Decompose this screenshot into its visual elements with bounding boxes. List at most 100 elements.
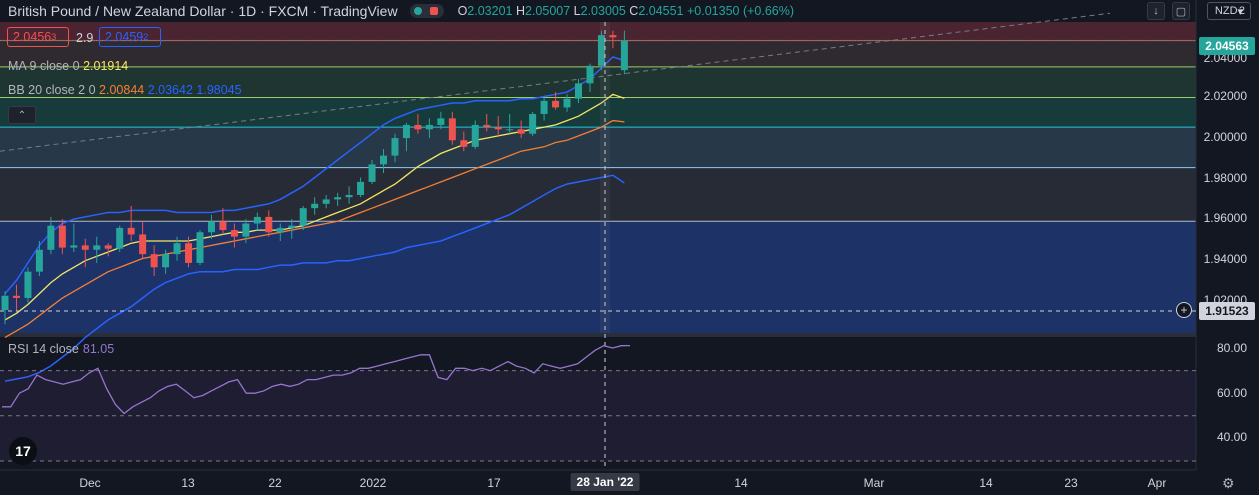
time-label: 2022: [359, 476, 387, 490]
candle-body: [299, 208, 307, 226]
candle-body: [1, 295, 9, 311]
rsi-label: 80.00: [1216, 341, 1247, 355]
price-zone: [0, 97, 1196, 128]
ohlc-values: O2.03201 H2.05007 L2.03005 C2.04551 +0.0…: [457, 4, 795, 18]
rsi-label: 60.00: [1216, 386, 1247, 400]
candle-body: [173, 243, 181, 255]
symbol-title[interactable]: British Pound / New Zealand Dollar · 1D …: [8, 3, 398, 19]
sell-button[interactable]: 2.0456 3: [7, 27, 69, 47]
chevron-up-icon: ⌃: [17, 109, 27, 121]
chart-header: British Pound / New Zealand Dollar · 1D …: [0, 0, 794, 22]
candle-body: [529, 113, 537, 134]
spread-value: 2.9: [76, 31, 94, 45]
price-label: 1.96000: [1203, 211, 1247, 225]
candle-body: [276, 227, 284, 233]
arrow-down-icon[interactable]: ↓: [1147, 2, 1165, 20]
candle-body: [207, 221, 215, 233]
candle-body: [311, 203, 319, 209]
candle-body: [540, 100, 548, 114]
candle-body: [483, 124, 491, 128]
candle-body: [116, 227, 124, 249]
candle-body: [70, 245, 78, 248]
crosshair-time-tag: 28 Jan '22: [570, 473, 640, 491]
candle-body: [448, 118, 456, 141]
add-alert-icon[interactable]: +: [1176, 302, 1192, 318]
price-zone: [0, 127, 1196, 168]
market-status-toggle[interactable]: [409, 4, 444, 18]
price-label: 1.98000: [1203, 171, 1247, 185]
rsi-band: [0, 370, 1196, 461]
candle-body: [471, 124, 479, 147]
candle-body: [609, 35, 617, 38]
time-label: 17: [487, 476, 501, 490]
ma-legend[interactable]: MA 9 close 0 2.01914: [8, 59, 129, 73]
candle-body: [517, 129, 525, 134]
candle-body: [219, 221, 227, 231]
candle-body: [620, 40, 628, 71]
trend-line: [0, 12, 1111, 152]
candle-body: [47, 225, 55, 250]
candle-body: [230, 230, 238, 237]
time-label: 13: [181, 476, 195, 490]
price-zone: [0, 22, 1196, 41]
candle-body: [506, 129, 514, 131]
candle-body: [288, 225, 296, 228]
candle-body: [402, 124, 410, 139]
candle-body: [345, 195, 353, 198]
candle-body: [139, 234, 147, 255]
price-label: 1.94000: [1203, 252, 1247, 266]
candle-body: [414, 124, 422, 130]
gear-icon[interactable]: ⚙: [1222, 475, 1235, 491]
candle-body: [24, 271, 32, 298]
bb-legend[interactable]: BB 20 close 2 0 2.00844 2.03642 1.98045: [8, 83, 242, 97]
candle-body: [563, 98, 571, 108]
fullscreen-icon[interactable]: ▢: [1172, 2, 1190, 20]
time-label: 22: [268, 476, 282, 490]
candle-body: [58, 225, 66, 248]
candle-body: [12, 295, 20, 298]
crosshair-price-tag: 1.91523: [1199, 302, 1255, 320]
candle-body: [460, 140, 468, 147]
bb-lower-line: [4, 174, 625, 382]
buy-button[interactable]: 2.0459 2: [99, 27, 161, 47]
last-price-tag: 2.04563: [1199, 37, 1255, 55]
tradingview-logo[interactable]: 17: [9, 437, 37, 465]
time-label: 14: [979, 476, 993, 490]
time-label: Mar: [863, 476, 885, 490]
candle-body: [185, 243, 193, 263]
candle-body: [93, 245, 101, 250]
currency-select[interactable]: NZD ▾: [1207, 2, 1251, 20]
rsi-line: [2, 344, 631, 415]
candle-body: [552, 100, 560, 108]
candle-body: [494, 127, 502, 130]
candle-body: [162, 254, 170, 268]
candle-body: [35, 249, 43, 272]
candle-body: [597, 35, 605, 66]
time-label: 14: [734, 476, 748, 490]
candle-body: [357, 181, 365, 196]
time-label: Dec: [79, 476, 101, 490]
bb-basis-line: [4, 119, 625, 338]
rsi-legend[interactable]: RSI 14 close 81.05: [8, 342, 115, 356]
candle-body: [575, 83, 582, 99]
candle-body: [253, 216, 261, 224]
price-zone: [0, 167, 1196, 222]
price-label: 2.02000: [1203, 89, 1247, 103]
candle-body: [242, 223, 250, 237]
candle-body: [81, 245, 89, 250]
candle-body: [265, 216, 273, 233]
candle-body: [391, 138, 399, 156]
candle-body: [380, 155, 388, 165]
price-label-partial-top: 2: [1238, 5, 1245, 17]
pane-separator: [0, 333, 1196, 337]
candle-body: [586, 65, 594, 84]
price-label: 2.00000: [1203, 130, 1247, 144]
price-axis-bg: [1196, 0, 1259, 495]
collapse-legend-button[interactable]: ⌃: [8, 106, 36, 124]
candle-body: [322, 199, 330, 204]
candle-body: [334, 197, 342, 200]
crosshair-highlight: [600, 22, 610, 333]
candle-body: [104, 245, 112, 249]
